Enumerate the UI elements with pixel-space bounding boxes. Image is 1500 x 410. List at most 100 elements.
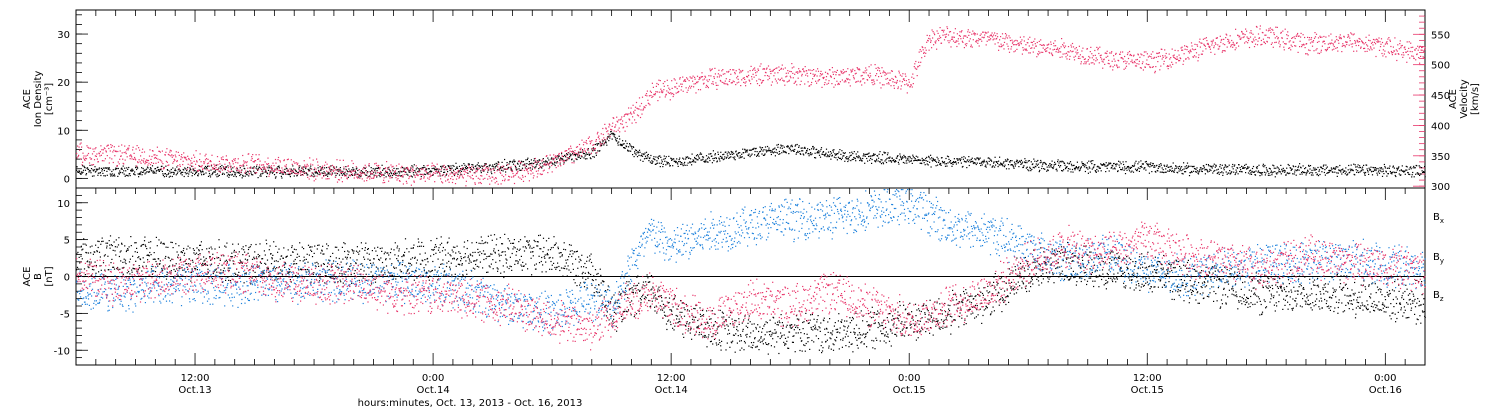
velocity-series-point [762,79,765,82]
velocity-series-point [1002,37,1004,39]
density-series-point [1075,166,1077,168]
velocity-series-point [1105,52,1107,54]
velocity-series-point [327,178,329,180]
velocity-series-point [104,148,106,150]
density-series-point [463,163,465,165]
density-series-point [369,171,371,173]
velocity-series-point [108,162,110,164]
velocity-series-point [1160,65,1162,67]
density-series-point [982,162,984,164]
density-series-point [795,144,797,146]
density-series-point [981,164,983,166]
density-series-point [1179,168,1181,171]
density-series-point [799,150,801,153]
density-series-point [1288,164,1290,167]
velocity-series-point [384,167,386,170]
density-series-point [912,156,914,158]
velocity-series-point [190,160,192,162]
velocity-series-point [707,80,709,83]
density-series-point [1255,166,1258,168]
density-series-point [904,156,906,158]
density-series-point [539,159,541,161]
density-series-point [455,162,457,164]
density-series-point [1194,168,1196,170]
velocity-series-point [578,143,581,146]
velocity-series-point [951,38,954,40]
density-series-point [1120,168,1122,171]
density-series-point [733,153,735,155]
velocity-series-point [974,33,976,35]
velocity-series-point [1016,48,1018,50]
density-series-point [494,163,496,165]
velocity-series-point [419,168,421,170]
velocity-series-point [1128,63,1130,65]
velocity-series-point [865,67,867,69]
density-series-point [114,175,116,177]
velocity-series-point [152,150,154,152]
velocity-series-point [1151,66,1153,68]
velocity-series-point [1147,63,1149,66]
density-series-point [794,145,796,147]
density-series-point [1233,171,1235,173]
velocity-series-point [1098,62,1100,64]
density-series-point [630,150,632,152]
velocity-series-point [744,82,746,84]
velocity-series-point [990,38,992,40]
density-series-point [1190,165,1192,167]
density-series-point [1414,167,1416,169]
density-series-point [1192,170,1195,172]
velocity-series-point [405,180,407,182]
velocity-series-point [528,180,530,182]
density-series-point [660,162,662,164]
velocity-series-point [676,82,678,84]
density-series-point [623,147,625,149]
density-series-point [187,175,189,177]
velocity-series-point [79,149,81,151]
density-series-point [301,174,303,176]
density-series-point [1328,171,1330,173]
density-series-point [841,157,843,159]
velocity-series-point [799,70,801,72]
density-series-point [330,165,332,167]
density-series-point [630,145,632,147]
density-series-point [1021,163,1023,165]
velocity-series-point [521,174,524,177]
velocity-series-point [489,183,491,185]
density-series-point [1195,168,1197,171]
density-series-point [1396,169,1398,171]
density-series-point [946,165,948,167]
density-series-point [203,173,205,175]
velocity-series-point [888,83,890,85]
velocity-series-point [756,71,758,73]
velocity-series-point [336,181,339,183]
density-series-point [534,166,536,168]
velocity-series-point [1032,51,1034,53]
density-series-point [946,155,949,157]
density-series-point [1265,172,1267,174]
velocity-series-point [1121,57,1123,59]
velocity-series-point [648,103,650,105]
velocity-series-point [698,78,700,81]
velocity-series-point [506,168,508,170]
velocity-series-point [282,169,284,171]
velocity-series-point [1089,57,1091,59]
velocity-series-point [969,38,971,40]
velocity-series-point [1066,58,1068,60]
density-series-point [1064,164,1066,166]
density-series-point [1404,170,1406,172]
density-series-point [1117,170,1119,172]
velocity-series-point [318,170,320,172]
velocity-series-point [160,160,162,162]
density-series-point [233,171,235,173]
density-series-point [775,149,777,151]
velocity-series-point [123,163,125,165]
velocity-series-point [1000,43,1002,45]
density-series-point [830,158,832,160]
velocity-series-point [855,81,857,83]
density-series-point [173,172,175,174]
density-series-point [1272,164,1274,166]
velocity-series-point [820,74,823,76]
density-series-point [274,168,276,170]
density-series-point [572,153,574,155]
velocity-series-point [1003,48,1005,50]
